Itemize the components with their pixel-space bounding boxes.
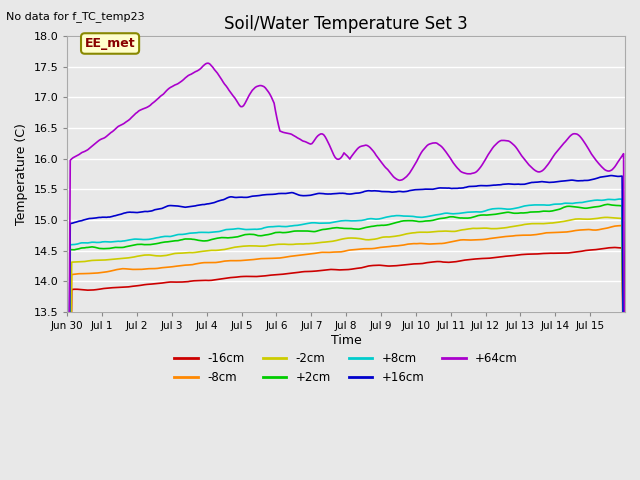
Line: +16cm: +16cm: [67, 176, 625, 480]
-2cm: [604, 215, 611, 220]
+64cm: [463, 171, 470, 177]
+64cm: [100, 135, 108, 141]
+64cm: [618, 153, 626, 159]
+16cm: [608, 173, 616, 179]
Legend: -16cm, -8cm, -2cm, +2cm, +8cm, +16cm, +64cm: -16cm, -8cm, -2cm, +2cm, +8cm, +16cm, +6…: [170, 348, 523, 389]
-8cm: [461, 237, 468, 243]
+64cm: [545, 160, 553, 166]
-2cm: [618, 216, 626, 221]
-2cm: [461, 227, 468, 232]
+16cm: [350, 191, 358, 196]
+16cm: [461, 184, 468, 190]
-16cm: [350, 266, 358, 272]
+16cm: [544, 180, 552, 185]
Line: +8cm: +8cm: [67, 199, 625, 480]
+2cm: [461, 215, 468, 221]
+64cm: [204, 60, 211, 66]
Line: -8cm: -8cm: [67, 226, 625, 480]
-8cm: [617, 223, 625, 228]
Y-axis label: Temperature (C): Temperature (C): [15, 123, 28, 225]
Line: +64cm: +64cm: [67, 63, 625, 480]
-8cm: [350, 247, 358, 252]
+16cm: [618, 173, 626, 179]
-2cm: [83, 258, 90, 264]
+2cm: [544, 208, 552, 214]
-8cm: [100, 269, 108, 275]
+8cm: [461, 210, 468, 216]
+8cm: [618, 196, 626, 202]
Line: -2cm: -2cm: [67, 217, 625, 480]
+8cm: [83, 240, 90, 246]
Text: EE_met: EE_met: [84, 37, 136, 50]
+2cm: [604, 202, 611, 207]
+16cm: [100, 214, 108, 220]
-2cm: [100, 257, 108, 263]
+2cm: [350, 226, 358, 232]
-16cm: [611, 245, 619, 251]
-8cm: [618, 223, 626, 228]
+64cm: [352, 148, 360, 154]
-16cm: [100, 286, 108, 291]
+2cm: [618, 203, 626, 209]
+2cm: [100, 246, 108, 252]
+8cm: [350, 218, 358, 224]
-2cm: [544, 220, 552, 226]
-8cm: [544, 230, 552, 236]
+8cm: [100, 239, 108, 245]
+64cm: [83, 148, 90, 154]
-16cm: [618, 245, 626, 251]
-16cm: [83, 287, 90, 293]
X-axis label: Time: Time: [331, 334, 362, 347]
Line: -16cm: -16cm: [67, 248, 625, 480]
+8cm: [544, 202, 552, 208]
Title: Soil/Water Temperature Set 3: Soil/Water Temperature Set 3: [224, 15, 468, 33]
-2cm: [350, 235, 358, 241]
-8cm: [83, 271, 90, 276]
+2cm: [83, 245, 90, 251]
-16cm: [461, 257, 468, 263]
+16cm: [83, 216, 90, 222]
+8cm: [615, 196, 623, 202]
+64cm: [621, 396, 629, 402]
-16cm: [544, 251, 552, 256]
Text: No data for f_TC_temp23: No data for f_TC_temp23: [6, 11, 145, 22]
Line: +2cm: +2cm: [67, 204, 625, 480]
